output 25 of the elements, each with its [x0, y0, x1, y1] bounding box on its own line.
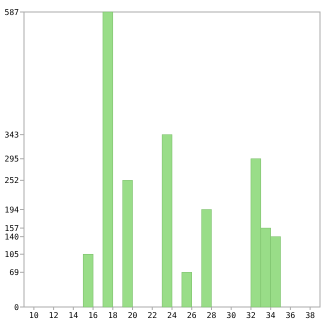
- x-tick-label: 18: [108, 311, 118, 320]
- x-tick-label: 32: [246, 311, 256, 320]
- y-tick-label: 105: [4, 250, 20, 260]
- y-tick-label: 140: [4, 232, 20, 242]
- x-tick-label: 30: [226, 311, 236, 320]
- y-tick-label: 295: [4, 154, 20, 164]
- x-tick-label: 16: [88, 311, 98, 320]
- y-tick-label: 194: [4, 205, 20, 214]
- x-tick-label: 36: [286, 311, 296, 320]
- x-tick-label: 20: [128, 311, 138, 320]
- x-tick-label: 22: [147, 311, 158, 320]
- x-tick-label: 24: [167, 311, 177, 320]
- x-tick-label: 34: [266, 311, 276, 320]
- x-tick-label: 28: [206, 311, 216, 320]
- y-tick-label: 157: [4, 224, 20, 233]
- x-tick-label: 38: [305, 311, 316, 320]
- x-tick-label: 10: [29, 311, 39, 320]
- y-tick-label: 587: [4, 8, 20, 17]
- y-tick-label: 0: [14, 302, 20, 312]
- y-tick-label: 252: [4, 176, 20, 186]
- x-tick-label: 12: [48, 311, 59, 320]
- y-tick-label: 69: [9, 268, 20, 278]
- x-tick-label: 14: [68, 311, 78, 320]
- y-tick-label: 343: [4, 130, 20, 140]
- x-tick-label: 26: [186, 311, 197, 320]
